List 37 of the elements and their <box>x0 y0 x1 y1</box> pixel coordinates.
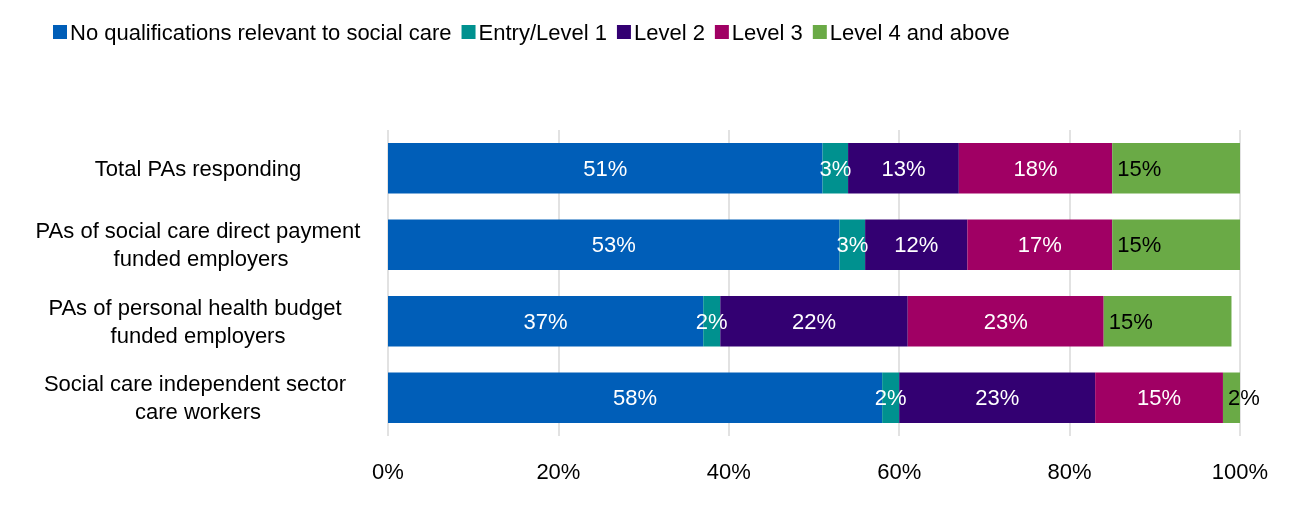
data-label: 17% <box>1017 232 1062 258</box>
legend-label: Level 3 <box>731 19 803 45</box>
data-label: 22% <box>791 308 837 334</box>
y-tick-label: Total PAs responding <box>94 155 302 181</box>
x-tick-label: 0% <box>372 458 404 484</box>
y-tick-label: PAs of social care direct payment funded employers <box>35 218 361 272</box>
x-tick-label: 80% <box>1047 458 1092 484</box>
x-tick-label: 60% <box>877 458 922 484</box>
data-label: 23% <box>983 308 1028 334</box>
data-label: 53% <box>591 232 636 258</box>
bar <box>1112 143 1240 194</box>
data-label: 12% <box>894 232 939 258</box>
data-label: 37% <box>523 308 568 334</box>
legend-label: No qualifications relevant to social care <box>70 19 452 45</box>
x-tick-label: 100% <box>1211 458 1269 484</box>
y-tick-label: Social care independent sector care workers <box>43 371 353 425</box>
data-label: 23% <box>975 385 1020 411</box>
legend-label: Level 4 and above <box>829 19 1010 45</box>
data-label: 13% <box>881 155 926 181</box>
bar <box>967 219 1113 270</box>
data-label: 51% <box>583 155 628 181</box>
data-label: 18% <box>1013 155 1058 181</box>
x-tick-label: 20% <box>536 458 581 484</box>
bar <box>958 143 1113 194</box>
bar <box>907 296 1104 347</box>
bar <box>1112 219 1240 270</box>
data-label: 15% <box>1108 308 1153 334</box>
data-label: 15% <box>1117 232 1162 258</box>
data-label: 15% <box>1137 385 1182 411</box>
data-label: 58% <box>613 385 658 411</box>
bar <box>1095 372 1223 423</box>
y-tick-label: PAs of personal health budget funded employers <box>48 294 348 348</box>
data-label: 15% <box>1117 155 1162 181</box>
x-tick-label: 40% <box>706 458 751 484</box>
bar <box>1103 296 1232 347</box>
legend-label: Level 2 <box>633 19 705 45</box>
legend-label: Entry/Level 1 <box>478 19 607 45</box>
